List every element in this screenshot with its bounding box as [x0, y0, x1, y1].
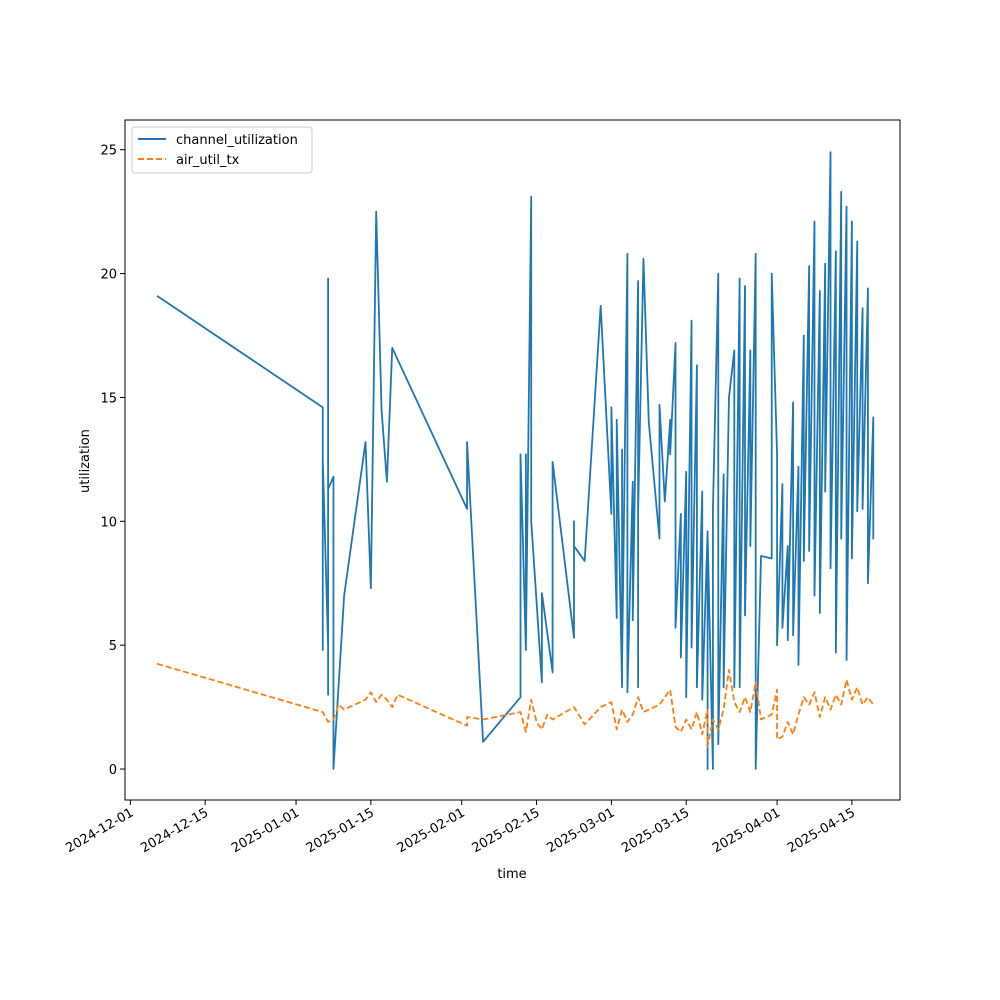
series-line-air-util-tx — [156, 662, 875, 748]
y-tick-label: 10 — [100, 515, 117, 530]
y-tick-label: 0 — [109, 763, 117, 778]
legend: channel_utilization air_util_tx — [131, 126, 313, 174]
y-tick-label: 25 — [100, 144, 117, 159]
x-tick-label: 2024-12-01 — [63, 805, 136, 856]
x-tick-label: 2025-01-15 — [304, 805, 377, 856]
x-axis-title: time — [497, 867, 526, 882]
x-tick-label: 2025-04-01 — [710, 805, 783, 856]
x-tick-label: 2025-03-01 — [544, 805, 617, 856]
x-tick-label: 2025-02-15 — [470, 805, 543, 856]
y-tick-label: 5 — [109, 639, 117, 654]
series-line-channel-utilization — [156, 151, 875, 770]
series-layer — [156, 151, 875, 770]
x-tick-label: 2025-04-15 — [785, 805, 858, 856]
x-tick-label: 2024-12-15 — [138, 805, 211, 856]
y-tick-label: 15 — [100, 391, 117, 406]
y-tick-label: 20 — [100, 268, 117, 283]
plot-frame — [124, 119, 901, 801]
legend-label-air-util-tx: air_util_tx — [176, 153, 240, 168]
legend-box — [131, 126, 313, 174]
y-axis: 0 5 10 15 20 25 — [100, 144, 125, 778]
x-tick-label: 2025-03-15 — [619, 805, 692, 856]
legend-label-channel-utilization: channel_utilization — [176, 133, 298, 148]
x-tick-label: 2025-01-01 — [229, 805, 302, 856]
x-axis: 2024-12-01 2024-12-15 2025-01-01 2025-01-15… — [63, 800, 858, 856]
y-axis-title: utilization — [78, 429, 93, 493]
x-tick-label: 2025-02-01 — [395, 805, 468, 856]
